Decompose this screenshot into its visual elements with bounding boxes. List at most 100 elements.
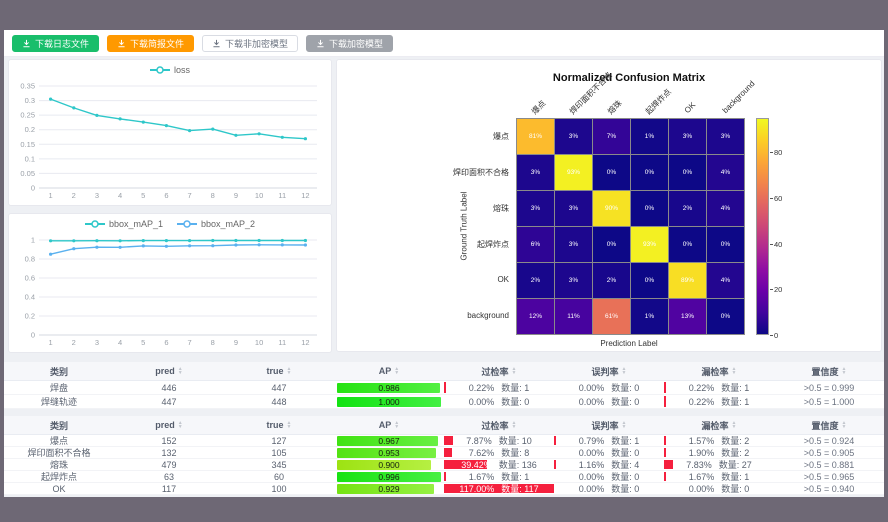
rate-bar <box>444 448 453 457</box>
matrix-cell-r4c5: 4% <box>707 263 744 298</box>
sort-icon[interactable]: ▲ ▼ <box>286 420 292 430</box>
column-label: 类别 <box>49 420 68 431</box>
rate-cell: 0.00% 数量: 0 <box>444 395 554 408</box>
category-cell: 起焊炸点 <box>40 472 77 482</box>
sort-icon[interactable]: ▲ ▼ <box>511 420 517 430</box>
column-header-5[interactable]: 误判率 ▲ ▼ <box>554 416 664 434</box>
rate-cell: 0.00% 数量: 0 <box>554 483 664 495</box>
matrix-cell-r3c5: 0% <box>707 227 744 262</box>
legend-item-loss[interactable]: loss <box>149 65 190 75</box>
matrix-row-label: 起焊炸点 <box>477 240 509 249</box>
column-header-4[interactable]: 过检率 ▲ ▼ <box>444 416 554 434</box>
legend-item-bbox_mAP_1[interactable]: bbox_mAP_1 <box>84 219 163 229</box>
matrix-column-label: OK <box>682 100 698 115</box>
rate-bar <box>664 396 666 407</box>
matrix-cell-r3c3: 93% <box>631 227 668 262</box>
svg-text:11: 11 <box>278 191 286 200</box>
column-label: pred <box>155 420 175 430</box>
column-header-1[interactable]: pred ▲ ▼ <box>114 416 224 434</box>
rate-cell: 0.00% 数量: 0 <box>554 471 664 483</box>
rate-cell: 7.62% 数量: 8 <box>444 447 554 458</box>
ap-bar-cell: 0.996 <box>337 471 441 482</box>
rate-count: 数量: 1 <box>501 472 530 482</box>
download-report-file-button[interactable]: 下载简报文件 <box>107 34 195 52</box>
matrix-cell-r0c1: 3% <box>555 119 592 154</box>
column-header-7[interactable]: 置信度 ▲ ▼ <box>774 416 884 434</box>
colorbar-tick-mark <box>770 197 773 199</box>
column-header-3[interactable]: AP ▲ ▼ <box>334 362 444 380</box>
overdetect-cell: 39.42% 数量: 136 <box>444 459 554 470</box>
confidence-cell: >0.5 = 0.924 <box>803 435 855 446</box>
rate-count: 数量: 0 <box>611 397 640 407</box>
svg-text:0.8: 0.8 <box>25 255 35 264</box>
svg-text:1: 1 <box>31 236 35 245</box>
pred-cell: 446 <box>161 382 177 393</box>
legend-label: loss <box>173 65 190 75</box>
rate-count: 数量: 117 <box>501 484 539 494</box>
sort-icon[interactable]: ▲ ▼ <box>177 366 183 376</box>
category-cell: 焊印面积不合格 <box>27 448 91 458</box>
svg-text:9: 9 <box>234 191 238 200</box>
rate-bar <box>664 460 673 469</box>
matrix-cell-r1c4: 0% <box>669 155 706 190</box>
column-label: 误判率 <box>591 420 619 431</box>
rate-percent: 0.00% <box>468 396 495 407</box>
sort-icon[interactable]: ▲ ▼ <box>286 366 292 376</box>
pred-cell: 117 <box>161 483 177 494</box>
ap-cell: 0.929 <box>334 483 444 494</box>
rate-percent: 1.57% <box>688 435 715 446</box>
ap-bar <box>337 396 441 407</box>
sort-icon[interactable]: ▲ ▼ <box>394 420 400 430</box>
svg-text:0.2: 0.2 <box>25 312 35 321</box>
column-header-7[interactable]: 置信度 ▲ ▼ <box>774 362 884 380</box>
matrix-cell-r2c5: 4% <box>707 191 744 226</box>
column-header-4[interactable]: 过检率 ▲ ▼ <box>444 362 554 380</box>
svg-text:0.3: 0.3 <box>25 96 35 105</box>
rate-bar <box>554 460 556 469</box>
rate-cell: 1.67% 数量: 1 <box>664 471 774 482</box>
confidence-cell: >0.5 = 0.999 <box>803 382 855 393</box>
pred-cell: 132 <box>161 447 177 458</box>
confidence-cell: >0.5 = 0.881 <box>803 459 855 470</box>
sort-icon[interactable]: ▲ ▼ <box>731 420 737 430</box>
misjudge-cell: 1.16% 数量: 4 <box>554 459 664 470</box>
sort-icon[interactable]: ▲ ▼ <box>621 420 627 430</box>
column-header-2[interactable]: true ▲ ▼ <box>224 362 334 380</box>
download-unencrypted-model-button[interactable]: 下载非加密模型 <box>202 34 299 52</box>
matrix-cell-r3c2: 0% <box>593 227 630 262</box>
sort-icon[interactable]: ▲ ▼ <box>394 366 400 376</box>
column-header-3[interactable]: AP ▲ ▼ <box>334 416 444 434</box>
missed-cell: 1.90% 数量: 2 <box>664 447 774 458</box>
rate-cell: 0.22% 数量: 1 <box>444 381 554 394</box>
rate-count: 数量: 4 <box>611 460 640 470</box>
sort-icon[interactable]: ▲ ▼ <box>621 366 627 376</box>
sort-icon[interactable]: ▲ ▼ <box>731 366 737 376</box>
matrix-cell-r0c3: 1% <box>631 119 668 154</box>
sort-icon[interactable]: ▲ ▼ <box>841 420 847 430</box>
sort-icon[interactable]: ▲ ▼ <box>511 366 517 376</box>
table-row: 焊印面积不合格 132 105 0.953 7.62% 数量: 8 0.00% 数量… <box>4 447 884 459</box>
rate-count: 数量: 2 <box>721 436 750 446</box>
column-header-6[interactable]: 漏检率 ▲ ▼ <box>664 416 774 434</box>
column-header-2[interactable]: true ▲ ▼ <box>224 416 334 434</box>
sort-icon[interactable]: ▲ ▼ <box>177 420 183 430</box>
matrix-cell-r5c0: 12% <box>517 299 554 334</box>
column-label: 过检率 <box>481 366 509 377</box>
svg-text:0.25: 0.25 <box>20 111 35 120</box>
metrics-tables: 类别 pred ▲ ▼ true ▲ ▼ AP ▲ ▼ 过检率 ▲ ▼ 误判率 ▲ ▼ 漏检率 ▲ ▼ 置信度 ▲ ▼ 焊盘… <box>4 357 884 497</box>
rate-percent: 0.22% <box>688 396 715 407</box>
column-header-5[interactable]: 误判率 ▲ ▼ <box>554 362 664 380</box>
column-label: 置信度 <box>811 366 839 377</box>
pred-cell: 479 <box>161 459 177 470</box>
sort-icon[interactable]: ▲ ▼ <box>841 366 847 376</box>
download-encrypted-model-button[interactable]: 下载加密模型 <box>306 34 394 52</box>
matrix-cell-r2c1: 3% <box>555 191 592 226</box>
column-header-6[interactable]: 漏检率 ▲ ▼ <box>664 362 774 380</box>
matrix-cell-r0c2: 7% <box>593 119 630 154</box>
legend-item-bbox_mAP_2[interactable]: bbox_mAP_2 <box>177 219 255 229</box>
matrix-cell-r1c5: 4% <box>707 155 744 190</box>
rate-cell: 0.79% 数量: 1 <box>554 435 664 446</box>
column-header-1[interactable]: pred ▲ ▼ <box>114 362 224 380</box>
ap-value: 0.986 <box>378 382 400 393</box>
download-log-file-button[interactable]: 下载日志文件 <box>12 34 100 52</box>
